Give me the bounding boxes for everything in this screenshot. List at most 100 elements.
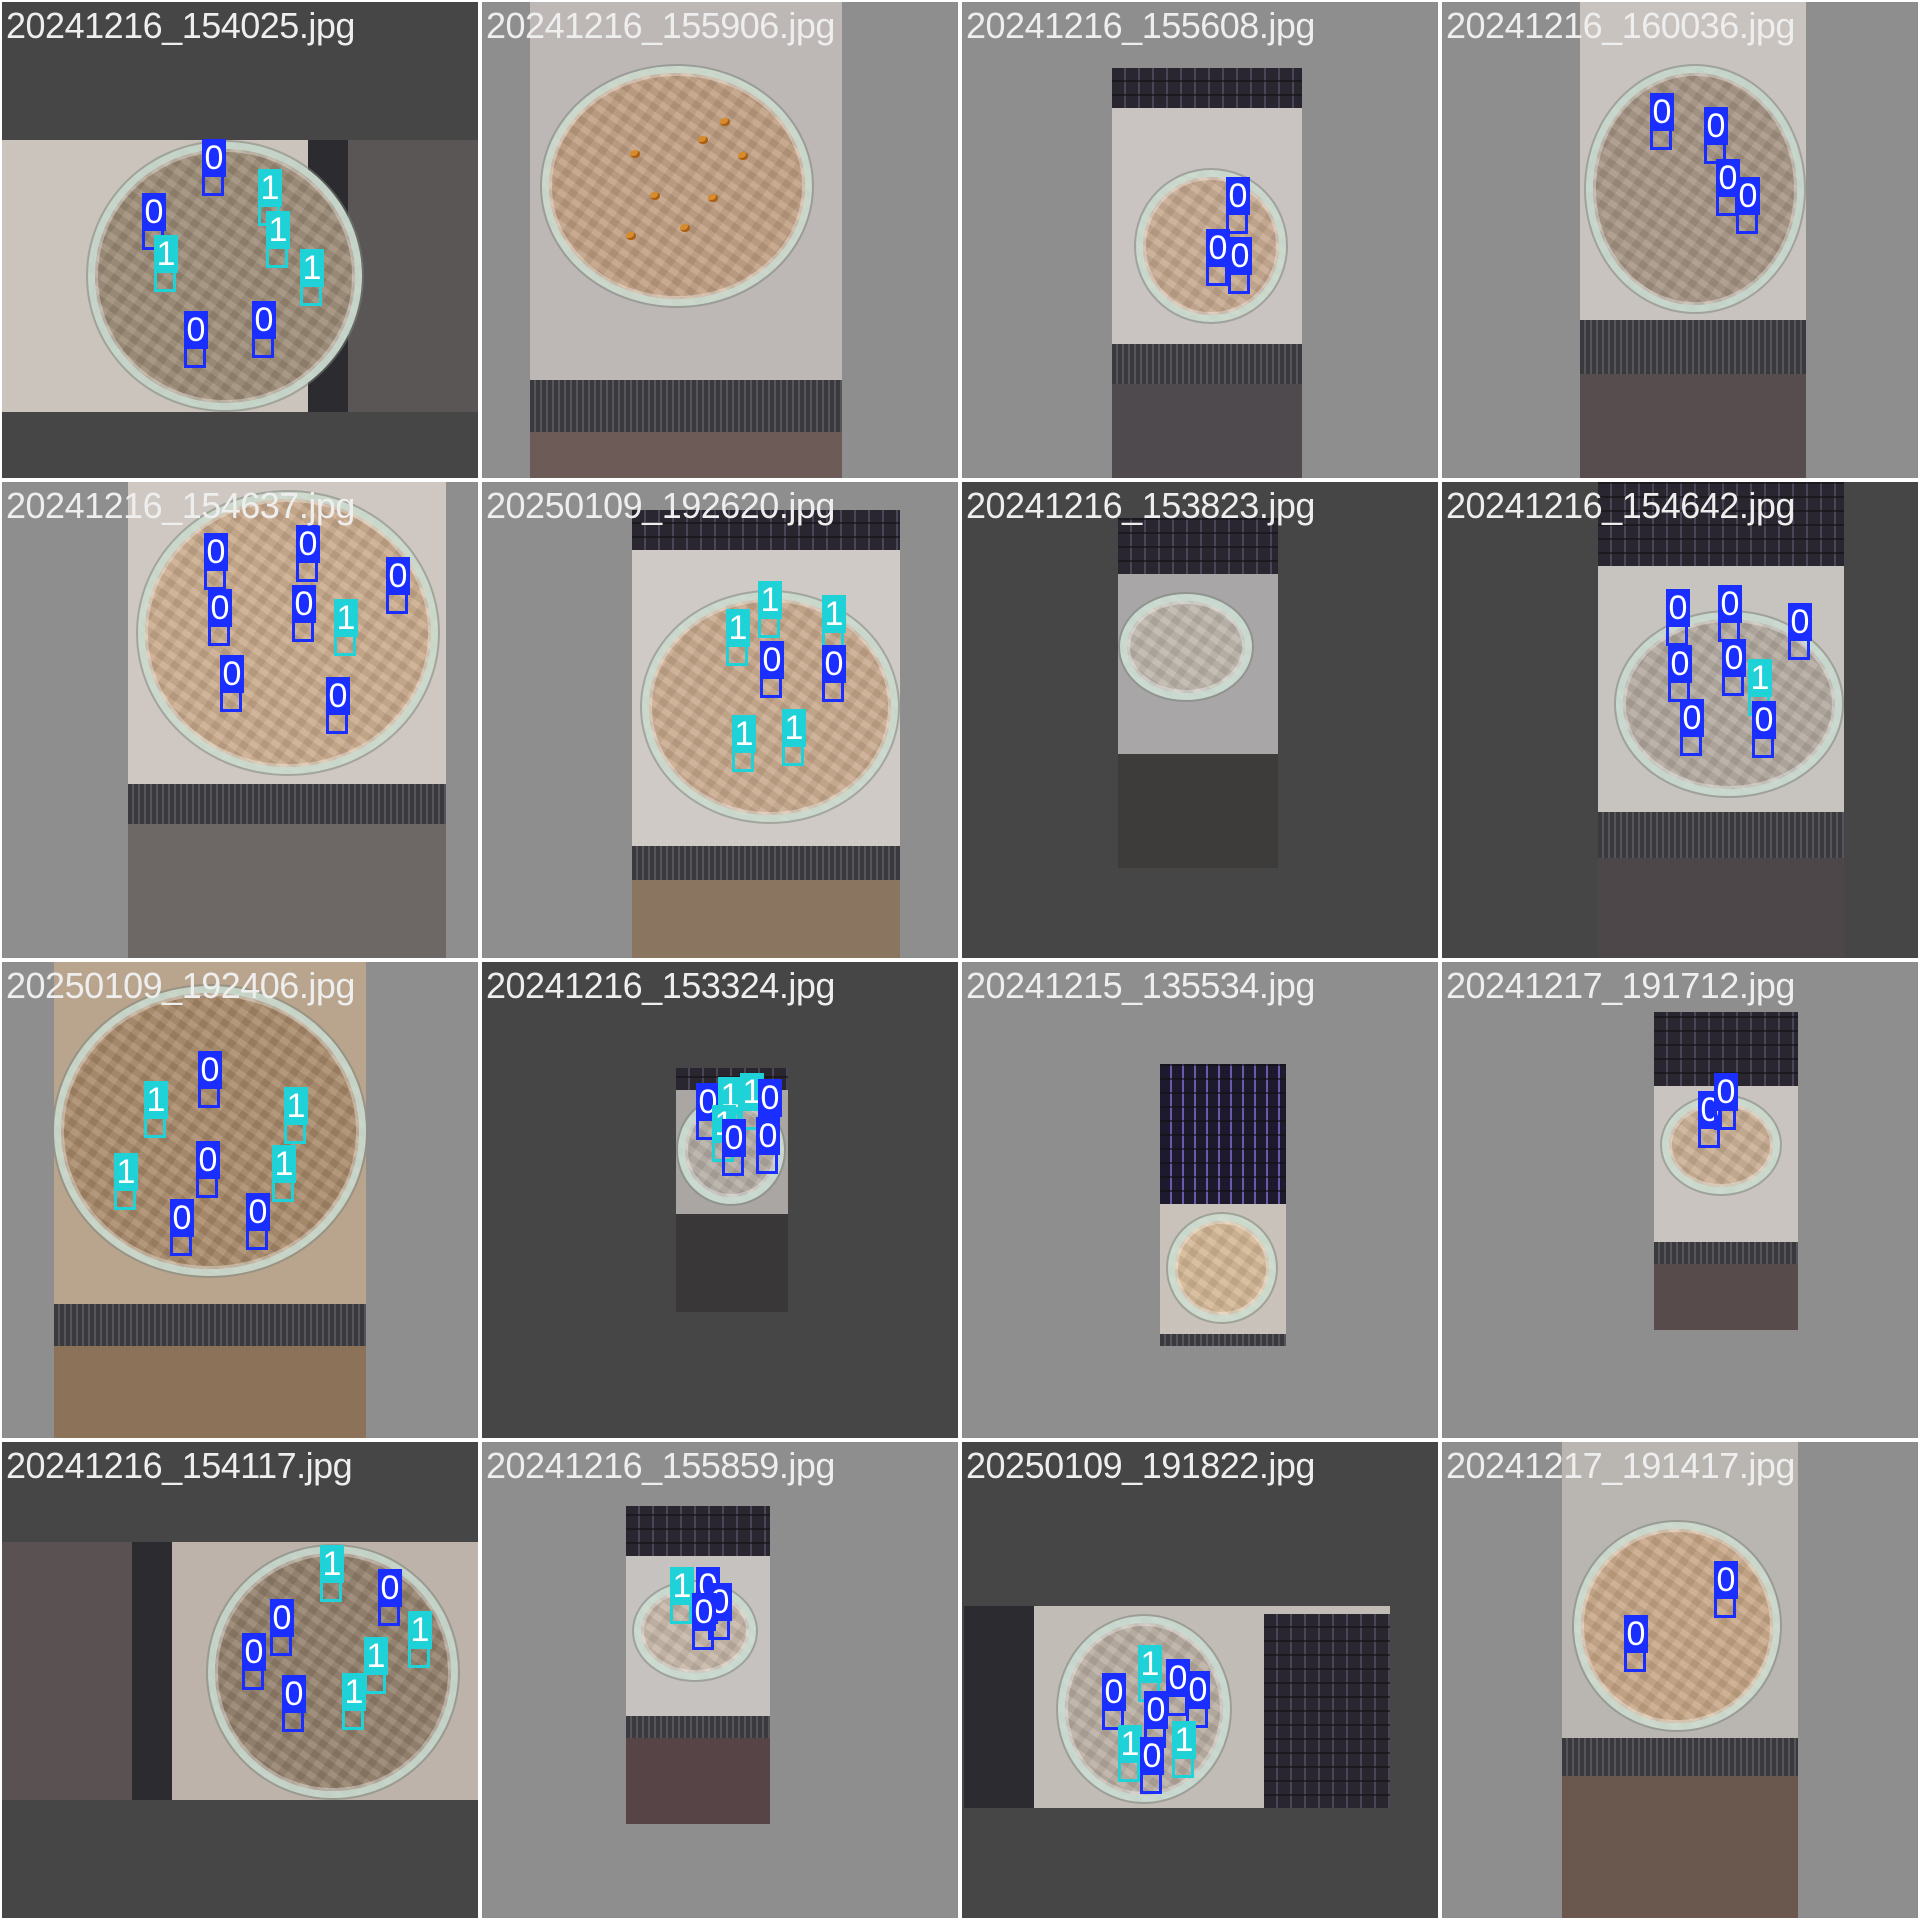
- class-label: 1: [342, 1673, 366, 1711]
- class-label: 0: [1680, 699, 1704, 737]
- detection-box: 0: [1186, 1671, 1210, 1728]
- seed: [680, 224, 690, 232]
- image-tile[interactable]: 0 1 1 1 0 1 0 0 20250109_192406.jpg: [2, 962, 478, 1438]
- class-label: 0: [246, 1193, 270, 1231]
- desk-mat: [1562, 1738, 1798, 1776]
- detection-box: 0: [208, 589, 232, 646]
- detection-box: 1: [154, 235, 178, 292]
- class-label: 1: [114, 1153, 138, 1191]
- image-tile[interactable]: 1 0 0 0 1 1 0 1 20241216_154117.jpg: [2, 1442, 478, 1918]
- image-tile[interactable]: 0 1 1 0 1 0 0 20241216_153324.jpg: [482, 962, 958, 1438]
- detection-box: 0: [1666, 589, 1690, 646]
- keyboard: [1654, 1012, 1798, 1086]
- detection-box: 0: [292, 585, 316, 642]
- class-label: 1: [670, 1567, 694, 1605]
- image-filename: 20250109_191822.jpg: [966, 1445, 1315, 1486]
- floor: [2, 1542, 150, 1800]
- image-tile[interactable]: 20241215_135534.jpg: [962, 962, 1438, 1438]
- detection-box: 1: [284, 1087, 308, 1144]
- image-filename: 20241216_154025.jpg: [6, 5, 355, 46]
- floor: [1580, 374, 1806, 478]
- image-tile[interactable]: 1 0 0 0 20241216_155859.jpg: [482, 1442, 958, 1918]
- floor: [1112, 384, 1302, 478]
- detection-box: 0: [378, 1569, 402, 1626]
- keyboard: [1264, 1614, 1390, 1808]
- image-tile[interactable]: 0 0 0 0 20241216_160036.jpg: [1442, 2, 1918, 478]
- image-filename: 20241216_153324.jpg: [486, 965, 835, 1006]
- detection-box: 0: [760, 641, 784, 698]
- image-tile[interactable]: 1 1 1 0 0 1 1 20250109_192620.jpg: [482, 482, 958, 958]
- class-label: 0: [326, 677, 350, 715]
- class-label: 0: [1722, 639, 1746, 677]
- detection-box: 0: [1226, 177, 1250, 234]
- class-label: 0: [1718, 585, 1742, 623]
- class-label: 1: [272, 1145, 296, 1183]
- image-filename: 20241216_154637.jpg: [6, 485, 355, 526]
- image-tile[interactable]: 20241216_155906.jpg: [482, 2, 958, 478]
- seed: [626, 232, 636, 240]
- detection-box: 0: [242, 1633, 266, 1690]
- detection-box: 1: [1172, 1721, 1196, 1778]
- petri-dish: [54, 986, 366, 1276]
- detection-box: 0: [756, 1117, 780, 1174]
- desk-mat: [54, 1304, 366, 1346]
- detection-box: 0: [246, 1193, 270, 1250]
- class-label: 0: [220, 655, 244, 693]
- class-label: 1: [154, 235, 178, 273]
- image-tile[interactable]: 0 0 0 0 0 0 1 0 20241216_154642.jpg: [1442, 482, 1918, 958]
- desk-mat: [132, 1542, 172, 1800]
- petri-dish: [542, 66, 812, 306]
- class-label: 0: [758, 1079, 782, 1117]
- desk-mat: [626, 1716, 770, 1738]
- class-label: 1: [300, 249, 324, 287]
- class-label: 0: [1102, 1673, 1126, 1711]
- floor: [626, 1738, 770, 1824]
- detection-box: 1: [300, 249, 324, 306]
- tile-photo: [128, 482, 446, 958]
- detection-box: 0: [296, 525, 320, 582]
- detection-box: 0: [184, 311, 208, 368]
- tile-photo: [1112, 68, 1302, 478]
- image-tile[interactable]: 0 0 0 0 0 1 0 0 20241216_154637.jpg: [2, 482, 478, 958]
- detection-box: 0: [142, 193, 166, 250]
- detection-box: 0: [1102, 1673, 1126, 1730]
- image-tile[interactable]: 0 0 20241217_191417.jpg: [1442, 1442, 1918, 1918]
- detection-box: 0: [1704, 107, 1728, 164]
- image-tile[interactable]: 20241216_153823.jpg: [962, 482, 1438, 958]
- detection-box: 1: [272, 1145, 296, 1202]
- class-label: 0: [1704, 107, 1728, 145]
- class-label: 0: [208, 589, 232, 627]
- floor: [54, 1346, 366, 1438]
- detection-box: 1: [1118, 1725, 1142, 1782]
- detection-box: 0: [1228, 237, 1252, 294]
- class-label: 1: [726, 609, 750, 647]
- class-label: 0: [386, 557, 410, 595]
- class-label: 0: [1736, 177, 1760, 215]
- image-filename: 20241216_160036.jpg: [1446, 5, 1795, 46]
- class-label: 1: [1118, 1725, 1142, 1763]
- detection-box: 1: [320, 1545, 344, 1602]
- class-label: 1: [266, 211, 290, 249]
- detection-box: 0: [692, 1593, 716, 1650]
- detection-box: 0: [220, 655, 244, 712]
- detection-box: 1: [1748, 659, 1772, 716]
- class-label: 1: [320, 1545, 344, 1583]
- petri-dish: [208, 1546, 458, 1798]
- desk-mat: [530, 380, 842, 432]
- image-tile[interactable]: 1 0 0 0 0 1 1 0 20250109_191822.jpg: [962, 1442, 1438, 1918]
- detection-box: 0: [1624, 1615, 1648, 1672]
- detection-box: 1: [670, 1567, 694, 1624]
- detection-box: 0: [252, 301, 276, 358]
- class-label: 0: [142, 193, 166, 231]
- detection-box: 0: [1714, 1561, 1738, 1618]
- keyboard: [626, 1506, 770, 1556]
- image-tile[interactable]: 0 0 20241217_191712.jpg: [1442, 962, 1918, 1438]
- class-label: 1: [334, 599, 358, 637]
- tile-photo: [2, 1542, 478, 1800]
- keyboard: [632, 510, 900, 550]
- keyboard: [1112, 68, 1302, 108]
- detection-box: 1: [364, 1637, 388, 1694]
- image-tile[interactable]: 0 0 0 20241216_155608.jpg: [962, 2, 1438, 478]
- image-filename: 20241216_155859.jpg: [486, 1445, 835, 1486]
- image-tile[interactable]: 0 1 0 1 1 1 0 0 20241216_154025.jpg: [2, 2, 478, 478]
